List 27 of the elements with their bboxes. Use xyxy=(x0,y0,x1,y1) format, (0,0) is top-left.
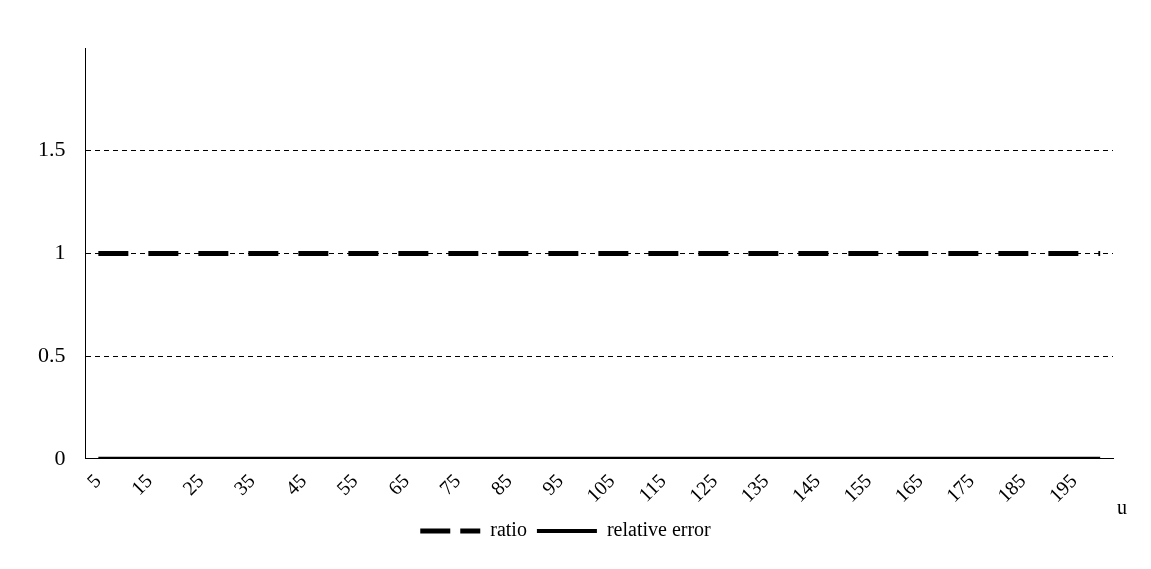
legend-label: relative error xyxy=(606,518,712,541)
x-tick-label: 55 xyxy=(332,469,362,499)
x-tick-label: 165 xyxy=(890,469,927,507)
x-tick-label: 25 xyxy=(177,469,208,499)
y-tick-label: 1.5 xyxy=(38,136,66,162)
x-tick-label: 145 xyxy=(787,469,825,507)
x-tick-label: 105 xyxy=(581,469,619,507)
x-tick-label: 95 xyxy=(537,469,568,499)
x-tick-label: 125 xyxy=(684,469,722,507)
legend-label: ratio xyxy=(490,518,527,541)
x-axis-title: u xyxy=(1117,496,1127,519)
x-tick-label: 195 xyxy=(1044,469,1082,507)
x-tick-label: 135 xyxy=(735,469,773,507)
x-tick-label: 115 xyxy=(633,469,671,506)
x-tick-label: 85 xyxy=(486,469,516,499)
x-tick-label: 155 xyxy=(838,469,876,507)
x-tick-label: 75 xyxy=(434,469,465,499)
x-tick-label: 185 xyxy=(992,469,1030,507)
x-tick-label: 35 xyxy=(229,469,260,499)
y-tick-label: 0.5 xyxy=(38,341,66,367)
x-tick-label: 5 xyxy=(82,469,105,492)
x-tick-label: 65 xyxy=(383,469,414,499)
y-tick-label: 0 xyxy=(54,444,66,470)
x-tick-label: 15 xyxy=(126,469,157,499)
y-tick-label: 1 xyxy=(54,239,66,265)
x-tick-label: 175 xyxy=(941,469,979,507)
x-tick-label: 45 xyxy=(280,469,311,499)
